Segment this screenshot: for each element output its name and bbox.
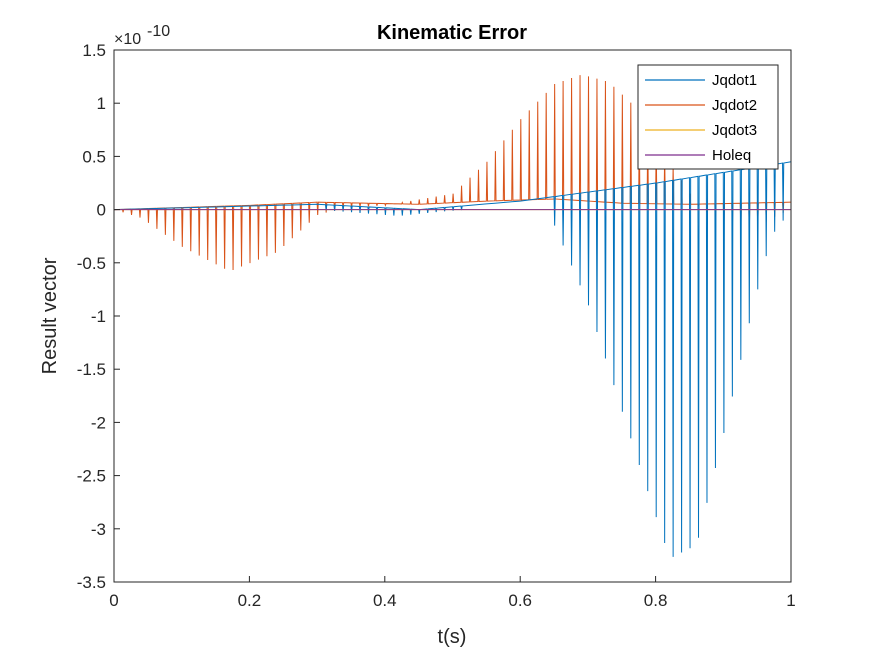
series-jqdot1 <box>113 161 792 557</box>
chart-title: Kinematic Error <box>377 22 527 44</box>
x-tick-label: 0.6 <box>508 591 532 610</box>
x-axis-label: t(s) <box>438 626 467 648</box>
legend-box <box>637 64 779 170</box>
y-tick-label: -3 <box>91 520 106 539</box>
series-jqdot2 <box>113 75 792 270</box>
y-tick-label: 0 <box>97 201 106 220</box>
legend: Jqdot1 Jqdot2 Jqdot3 Holeq <box>637 64 779 170</box>
y-exponent: ×10 -10 <box>114 23 170 48</box>
y-tick-label: 1.5 <box>82 41 106 60</box>
x-tick-label: 0.8 <box>644 591 668 610</box>
y-tick-label: -2.5 <box>77 467 106 486</box>
legend-label-holeq: Holeq <box>712 147 751 164</box>
y-exponent-label: -10 <box>147 23 170 40</box>
x-tick-label: 0.4 <box>373 591 397 610</box>
y-tick-label: -1.5 <box>77 360 106 379</box>
y-axis-label: Result vector <box>39 257 61 374</box>
legend-label-jqdot1: Jqdot1 <box>712 72 757 89</box>
legend-label-jqdot2: Jqdot2 <box>712 97 757 114</box>
y-tick-label: -0.5 <box>77 254 106 273</box>
y-tick-label: -3.5 <box>77 573 106 592</box>
x-tick-label: 1 <box>786 591 795 610</box>
y-tick-label: -2 <box>91 413 106 432</box>
series-line-jqdot2 <box>113 75 792 270</box>
legend-label-jqdot3: Jqdot3 <box>712 122 757 139</box>
y-tick-label: 1 <box>97 94 106 113</box>
y-ticks: -3.5 -3 -2.5 -2 -1.5 -1 -0.5 0 0.5 1 1.5 <box>77 41 120 592</box>
y-tick-label: -1 <box>91 307 106 326</box>
y-tick-label: 0.5 <box>82 147 106 166</box>
x-tick-label: 0.2 <box>238 591 262 610</box>
series-line-jqdot1 <box>113 161 792 557</box>
x-tick-label: 0 <box>109 591 118 610</box>
y-multiplier-label: ×10 <box>114 31 141 48</box>
x-ticks: 0 0.2 0.4 0.6 0.8 1 <box>109 576 796 610</box>
series-layer <box>113 75 792 557</box>
